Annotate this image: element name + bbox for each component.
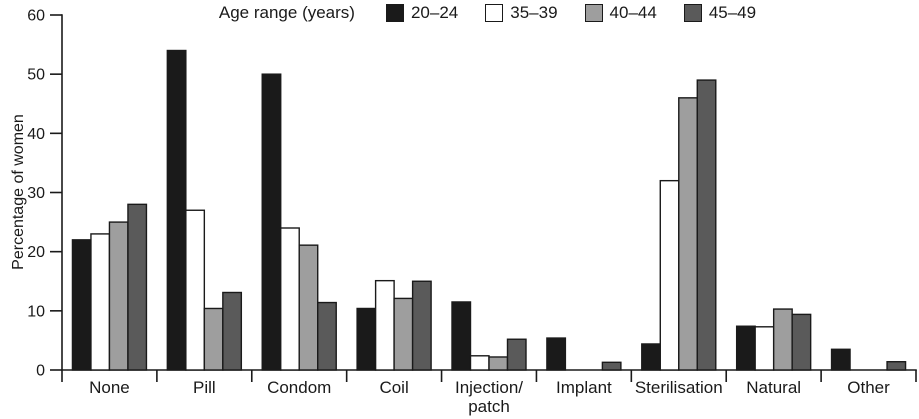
bar-coil-45–49 (411, 280, 432, 371)
y-tick-label: 10 (27, 303, 45, 320)
bar-condom-35–39 (280, 227, 300, 371)
bar-natural-20–24 (735, 325, 756, 371)
bar-coil-40–44 (393, 297, 414, 371)
bar-none-40–44 (108, 221, 129, 371)
bar-other-45–49 (886, 361, 907, 371)
y-tick-label: 0 (36, 363, 45, 380)
legend-item: 45–49 (683, 3, 757, 23)
bar-condom-40–44 (298, 244, 319, 371)
x-category-label: Natural (746, 378, 801, 397)
bar-sterilisation-40–44 (678, 97, 698, 371)
y-tick-label: 30 (27, 185, 45, 202)
bar-natural-45–49 (791, 313, 812, 371)
legend-swatch-icon (385, 4, 404, 22)
legend-swatch-icon (584, 4, 603, 22)
bar-pill-20–24 (166, 49, 187, 371)
bar-none-45–49 (127, 203, 148, 371)
bar-injection-45–49 (506, 338, 527, 371)
bar-sterilisation-20–24 (641, 343, 661, 371)
bar-coil-35–39 (374, 279, 395, 371)
legend-swatch-icon (485, 4, 504, 22)
legend-items: 20–24 35–39 40–44 45–49 (385, 3, 757, 23)
bar-condom-45–49 (317, 301, 337, 371)
bar-sterilisation-35–39 (659, 179, 680, 371)
x-category-label: Implant (556, 378, 612, 397)
bar-sterilisation-45–49 (696, 79, 717, 371)
x-category-label: Other (847, 378, 890, 397)
y-tick-label: 40 (27, 126, 45, 143)
legend-title: Age range (years) (218, 3, 355, 22)
bar-condom-20–24 (261, 73, 282, 371)
x-category-label: Injection/patch (455, 378, 523, 416)
bar-pill-45–49 (222, 291, 243, 371)
bar-other-20–24 (830, 348, 851, 371)
bar-implant-20–24 (546, 337, 567, 371)
bar-none-20–24 (71, 239, 92, 371)
y-tick-label: 20 (27, 244, 45, 261)
chart-legend: Age range (years) 20–24 35–39 40–44 45–49 (0, 3, 919, 23)
x-category-label: Coil (379, 378, 408, 397)
y-tick-label: 60 (27, 8, 45, 25)
x-category-label: Pill (193, 378, 216, 397)
bar-injection-40–44 (488, 356, 509, 371)
legend-swatch-icon (683, 4, 702, 22)
bar-pill-35–39 (185, 209, 206, 371)
legend-label: 20–24 (410, 3, 459, 22)
bar-injection-35–39 (469, 355, 490, 371)
legend-label: 40–44 (609, 3, 657, 22)
bar-implant-45–49 (601, 361, 622, 371)
bar-coil-20–24 (356, 307, 377, 371)
legend-label: 35–39 (510, 3, 558, 22)
x-category-label: None (89, 378, 130, 397)
bar-none-35–39 (90, 233, 111, 371)
legend-item: 20–24 (385, 3, 459, 23)
bar-natural-40–44 (772, 308, 793, 371)
legend-label: 45–49 (708, 3, 757, 22)
x-category-label: Sterilisation (635, 378, 723, 397)
legend-item: 35–39 (485, 3, 558, 23)
y-tick-label: 50 (27, 67, 45, 84)
x-category-label: Condom (267, 378, 331, 397)
bar-natural-35–39 (754, 326, 775, 371)
legend-item: 40–44 (584, 3, 657, 23)
bar-injection-20–24 (451, 301, 472, 371)
bar-pill-40–44 (203, 307, 224, 371)
